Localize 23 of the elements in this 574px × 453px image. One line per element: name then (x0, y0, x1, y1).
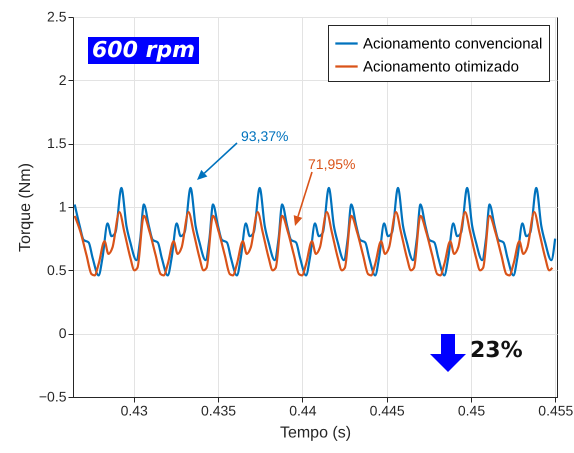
y-tick-label: 2 (58, 72, 67, 88)
y-tick-label: −0.5 (38, 388, 67, 404)
x-tick-label: 0.44 (289, 402, 317, 418)
y-tick-label: 0 (58, 325, 67, 342)
y-tick-label: 1.5 (47, 135, 67, 152)
annotation: 600 rpm (88, 37, 200, 64)
x-axis-title: Tempo (s) (280, 424, 352, 442)
x-tick-label: 0.455 (538, 402, 574, 418)
legend-label: Acionamento otimizado (363, 58, 519, 76)
y-axis-title: Torque (Nm) (16, 163, 34, 252)
line-series (74, 186, 556, 276)
x-tick-label: 0.45 (458, 402, 486, 418)
y-tick-label: 1 (58, 198, 67, 214)
x-tick-label: 0.435 (201, 402, 236, 418)
x-tick-label: 0.445 (370, 402, 405, 418)
annotation: 23% (470, 338, 523, 363)
line-series (74, 210, 554, 276)
legend-label: Acionamento convencional (363, 36, 542, 52)
x-tick-label: 0.43 (120, 402, 148, 418)
annotation: 93,37% (241, 128, 288, 144)
y-tick-label: 2.5 (47, 8, 67, 24)
annotation: 71,95% (308, 156, 356, 172)
y-tick-label: 0.5 (47, 262, 67, 278)
